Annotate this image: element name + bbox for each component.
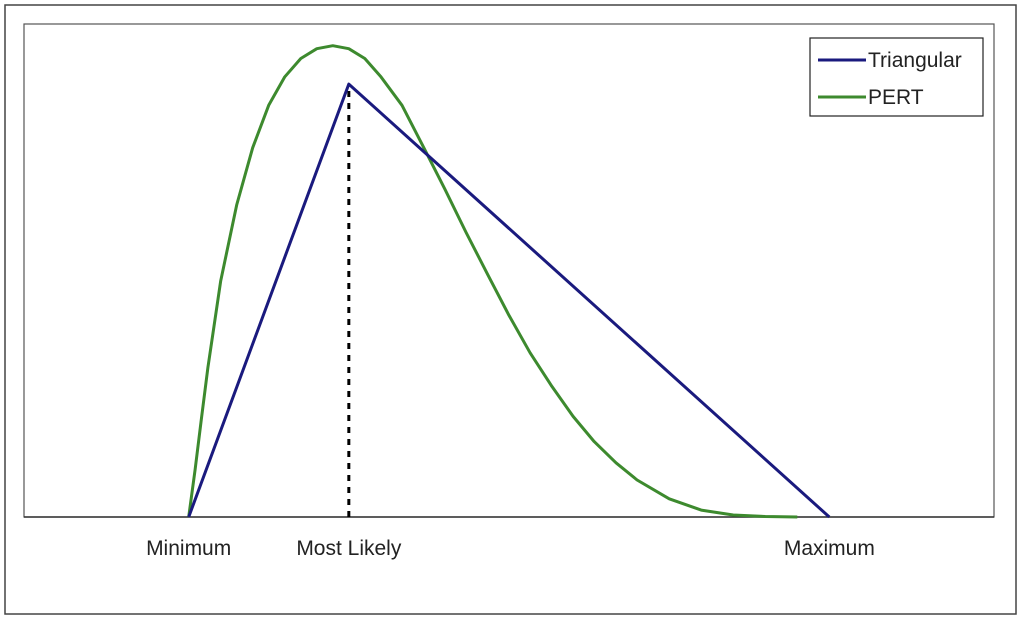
x-tick-label-minimum: Minimum	[146, 537, 231, 560]
legend-label-pert: PERT	[868, 86, 924, 109]
series-line-pert	[187, 44, 798, 519]
series-line-triangular	[187, 82, 831, 519]
legend: Triangular PERT	[809, 37, 984, 117]
x-tick-labels: Minimum Most Likely Maximum	[146, 537, 875, 560]
x-tick-label-maximum: Maximum	[784, 537, 875, 560]
legend-box	[809, 37, 984, 117]
legend-label-triangular: Triangular	[868, 49, 962, 72]
x-tick-label-most-likely: Most Likely	[296, 537, 402, 560]
series-layer	[187, 44, 831, 519]
